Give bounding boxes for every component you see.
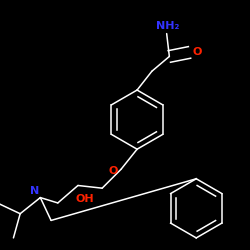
Text: NH₂: NH₂ bbox=[156, 21, 180, 31]
Text: N: N bbox=[30, 186, 39, 196]
Text: O: O bbox=[192, 48, 202, 58]
Text: O: O bbox=[109, 166, 118, 176]
Text: OH: OH bbox=[75, 194, 94, 203]
